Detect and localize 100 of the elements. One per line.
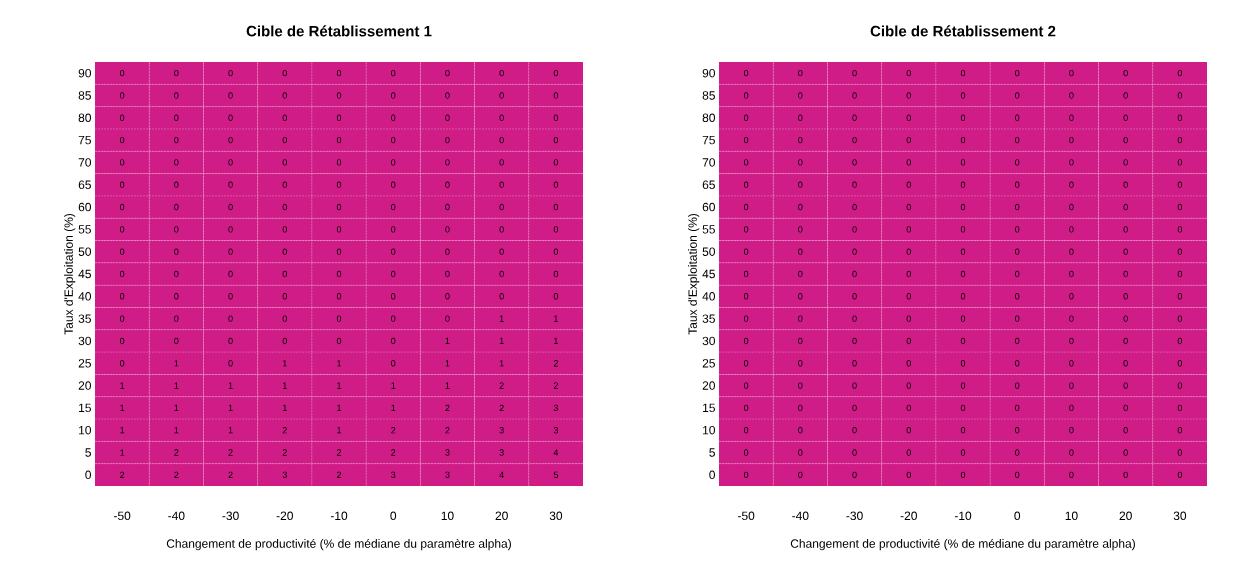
data-label: 0: [1015, 92, 1020, 99]
data-label: 0: [445, 92, 450, 99]
data-label: 0: [119, 69, 125, 77]
data-label: 0: [1069, 69, 1074, 77]
data-label: 0: [119, 203, 125, 211]
data-label: 0: [1123, 404, 1128, 412]
data-label: 0: [798, 382, 803, 389]
x-tick-label: 0: [390, 511, 397, 521]
data-label: 0: [743, 159, 749, 166]
data-label: 0: [1123, 181, 1128, 188]
data-label: 0: [1123, 293, 1128, 300]
data-label: 0: [906, 427, 911, 434]
data-label: 0: [1069, 404, 1074, 412]
data-label: 0: [336, 203, 342, 211]
data-label: 0: [174, 159, 179, 166]
data-label: 0: [499, 69, 504, 77]
data-label: 2: [282, 427, 287, 434]
data-label: 0: [174, 293, 179, 300]
data-label: 0: [1177, 270, 1183, 278]
data-label: 3: [553, 404, 559, 412]
data-label: 1: [554, 337, 558, 345]
data-label: 0: [906, 92, 911, 99]
data-label: 2: [120, 471, 125, 478]
data-label: 0: [553, 69, 559, 77]
y-tick-label: 0: [85, 470, 92, 480]
x-axis-title: Changement de productivité (% de médiane du paramètre alpha): [790, 538, 1135, 551]
data-label: 2: [499, 382, 504, 389]
x-tick-label: 10: [441, 511, 454, 521]
data-label: 0: [743, 449, 749, 456]
data-label: 1: [120, 382, 125, 389]
data-label: 0: [1015, 69, 1020, 77]
data-label: 0: [445, 159, 450, 166]
data-label: 0: [174, 226, 179, 233]
data-label: 0: [553, 203, 559, 211]
data-label: 0: [228, 315, 233, 322]
y-tick-label: 65: [78, 180, 91, 189]
data-label: 0: [798, 203, 803, 211]
data-label: 0: [960, 427, 966, 434]
y-tick-label: 40: [702, 292, 716, 301]
data-label: 2: [391, 449, 396, 456]
data-label: 0: [852, 159, 857, 166]
data-label: 0: [1015, 315, 1020, 322]
data-label: 0: [445, 226, 450, 233]
data-label: 0: [852, 248, 857, 255]
data-label: 0: [1015, 471, 1020, 479]
x-tick-label: -40: [168, 511, 185, 521]
data-label: 0: [119, 270, 125, 278]
data-label: 0: [743, 136, 749, 144]
data-label: 0: [798, 181, 803, 188]
x-tick-label: -30: [846, 511, 863, 521]
y-tick-label: 45: [78, 269, 91, 279]
data-label: 0: [391, 136, 396, 144]
data-label: 0: [499, 293, 504, 300]
data-label: 0: [1123, 471, 1128, 479]
data-label: 0: [391, 181, 396, 188]
data-label: 0: [852, 181, 857, 188]
data-label: 0: [906, 360, 911, 367]
data-label: 0: [119, 248, 125, 255]
y-tick-label: 90: [78, 68, 92, 78]
data-label: 0: [228, 293, 233, 300]
data-label: 0: [553, 248, 559, 255]
data-label: 0: [798, 337, 803, 345]
data-label: 0: [553, 114, 559, 121]
data-label: 0: [1177, 226, 1183, 233]
y-tick-label: 50: [78, 247, 92, 256]
x-tick-label: -20: [900, 511, 917, 521]
y-tick-label: 20: [78, 381, 92, 390]
data-label: 0: [282, 293, 287, 300]
data-label: 0: [1015, 114, 1020, 121]
data-label: 0: [906, 270, 911, 278]
data-label: 0: [391, 270, 396, 278]
data-label: 0: [960, 449, 966, 456]
data-label: 0: [852, 136, 857, 144]
data-label: 1: [228, 382, 233, 389]
data-label: 0: [499, 226, 504, 233]
data-label: 1: [282, 360, 287, 367]
data-label: 0: [1015, 382, 1020, 389]
data-label: 0: [1123, 315, 1128, 322]
data-label: 1: [120, 427, 125, 434]
data-label: 0: [1015, 360, 1020, 367]
data-label: 0: [391, 337, 396, 345]
x-tick-label: -20: [276, 511, 293, 521]
data-label: 0: [1177, 360, 1183, 367]
data-label: 0: [852, 69, 857, 77]
data-label: 0: [499, 248, 504, 255]
data-label: 0: [743, 382, 749, 389]
x-axis-title: Changement de productivité (% de médiane du paramètre alpha): [166, 538, 511, 551]
data-label: 0: [906, 337, 911, 345]
data-label: 0: [1123, 92, 1128, 99]
data-label: 0: [228, 181, 233, 188]
data-label: 0: [743, 203, 749, 211]
x-tick-label: -10: [954, 511, 972, 521]
data-label: 0: [174, 114, 179, 121]
data-label: 0: [1015, 449, 1020, 456]
data-label: 1: [391, 382, 396, 389]
data-label: 3: [499, 449, 504, 456]
data-label: 0: [906, 315, 911, 322]
chart-title: Cible de Rétablissement 2: [870, 25, 1056, 37]
data-label: 3: [553, 427, 559, 434]
data-label: 0: [336, 226, 342, 233]
